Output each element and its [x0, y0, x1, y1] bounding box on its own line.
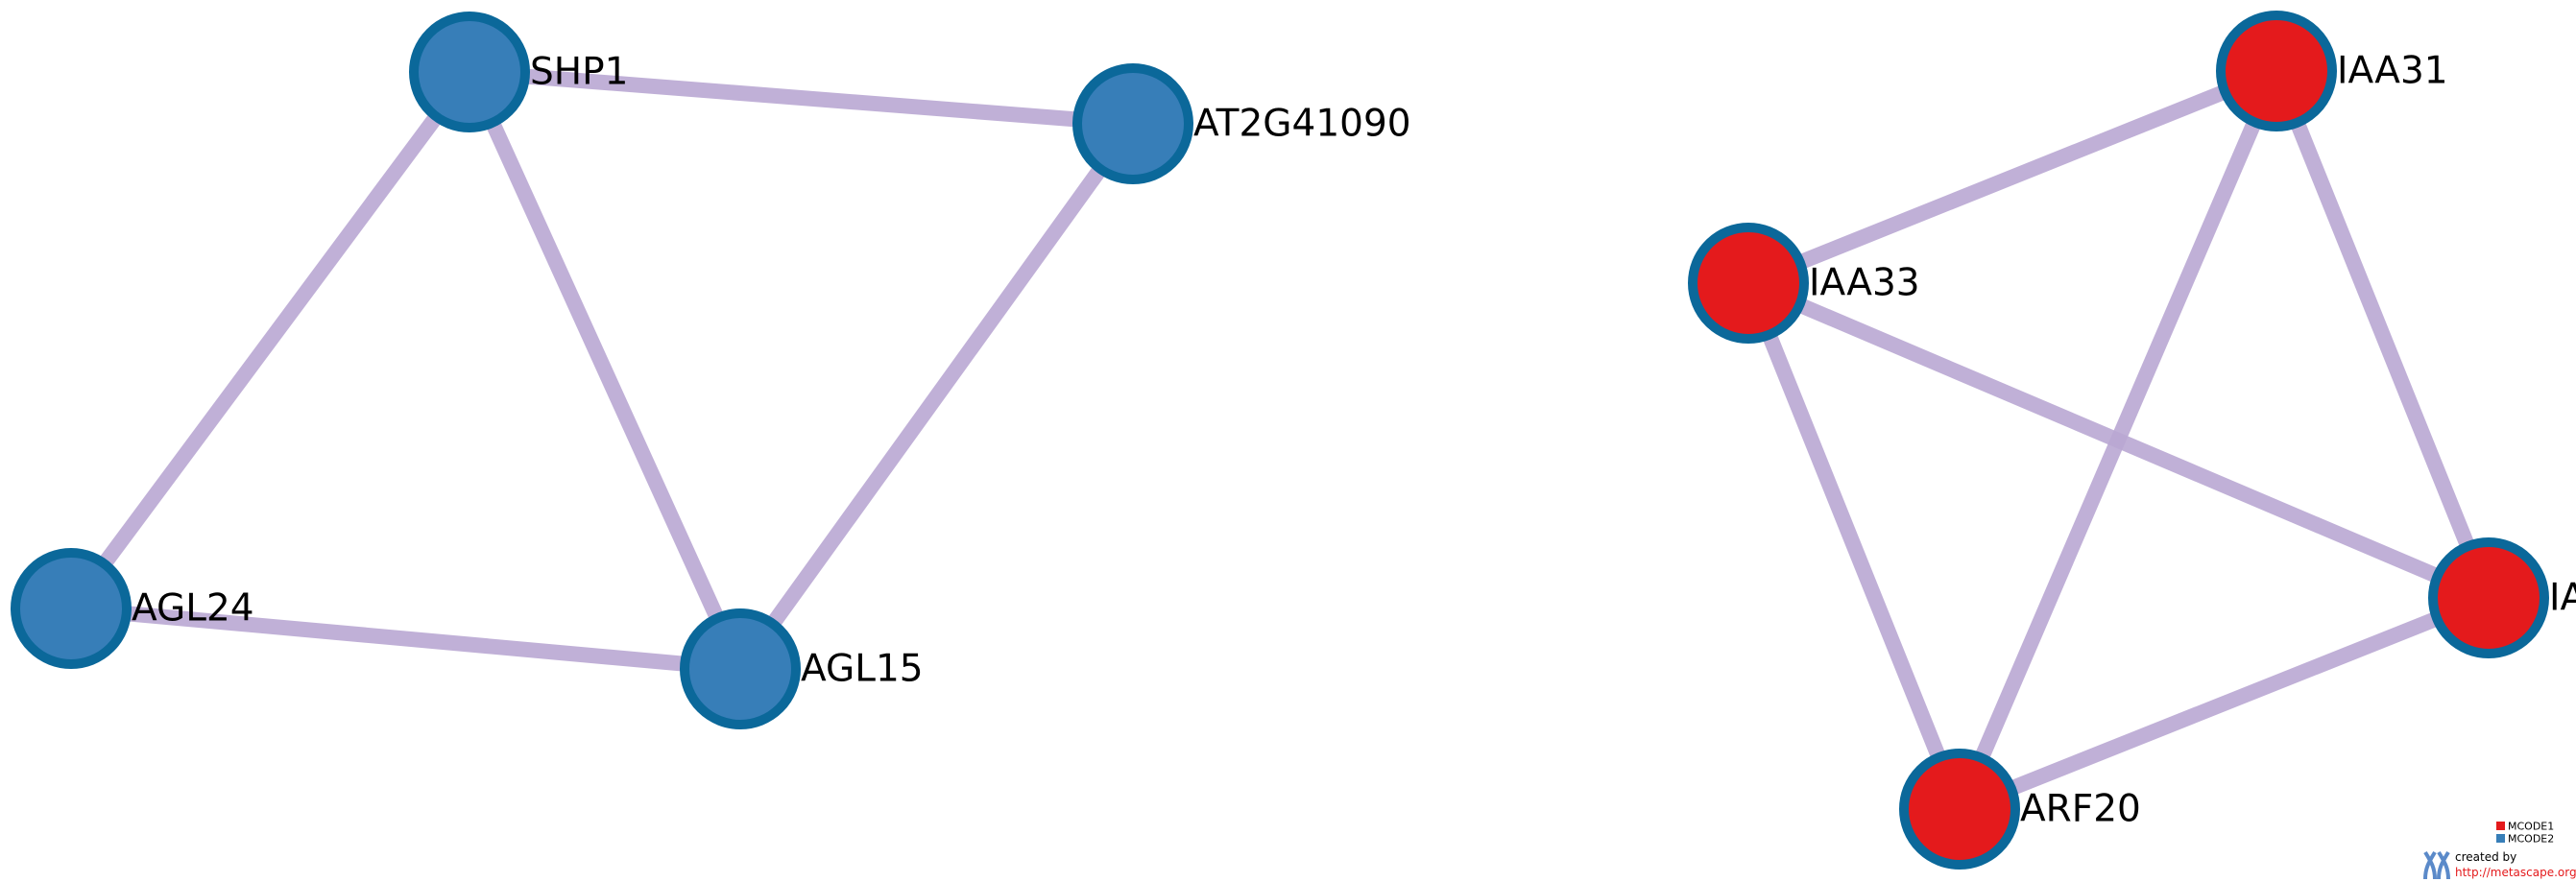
node-circle[interactable]: [1688, 223, 1809, 344]
node-agl15[interactable]: AGL15: [680, 608, 924, 729]
node-iaa33[interactable]: IAA33: [1688, 223, 1920, 344]
node-label: IAA31: [2337, 50, 2448, 93]
edge-agl24-agl15: [70, 601, 741, 677]
node-layer: SHP1 AT2G41090 AGL24 AGL15 IAA31 IAA33 IA ARF20: [11, 11, 2576, 870]
node-circle[interactable]: [409, 12, 530, 132]
legend: MCODE1 MCODE2: [2496, 821, 2554, 846]
legend-label-mcode1: MCODE1: [2508, 821, 2554, 833]
node-iaa31[interactable]: IAA31: [2216, 11, 2448, 131]
legend-swatch-mcode2: [2496, 834, 2505, 843]
node-label: IA: [2549, 577, 2576, 620]
node-at2g41090[interactable]: AT2G41090: [1072, 63, 1411, 184]
node-label: IAA33: [1809, 262, 1920, 305]
node-label: ARF20: [2020, 788, 2141, 831]
edge-iaa31-arf20: [1952, 67, 2284, 813]
node-shp1[interactable]: SHP1: [409, 12, 628, 132]
node-circle[interactable]: [2428, 537, 2549, 658]
node-label: AT2G41090: [1193, 103, 1411, 146]
metascape-logo-strand-b: [2423, 850, 2437, 880]
metascape-logo-strand-d: [2437, 850, 2450, 880]
credit-metascape-link[interactable]: http://metascape.org: [2455, 866, 2576, 879]
credit-created-by: created by: [2455, 850, 2516, 864]
metascape-logo-strand-c: [2437, 850, 2450, 880]
node-circle[interactable]: [1899, 749, 2020, 870]
metascape-credit: created by http://metascape.org: [2423, 850, 2576, 880]
node-agl24[interactable]: AGL24: [11, 548, 254, 669]
edge-ia_clipped-arf20: [1957, 590, 2492, 817]
node-label: AGL24: [132, 587, 254, 631]
node-circle[interactable]: [11, 548, 132, 669]
node-circle[interactable]: [2216, 11, 2337, 131]
edge-iaa33-iaa31: [1745, 63, 2279, 291]
metascape-logo-strand-a: [2423, 850, 2437, 880]
legend-swatch-mcode1: [2496, 822, 2505, 830]
metascape-logo-icon: [2423, 850, 2450, 880]
node-label: AGL15: [801, 648, 924, 691]
node-circle[interactable]: [1072, 63, 1193, 184]
node-ia[interactable]: IA: [2428, 537, 2576, 658]
edge-iaa33-arf20: [1741, 280, 1967, 812]
node-label: SHP1: [530, 51, 628, 94]
node-circle[interactable]: [680, 608, 801, 729]
legend-label-mcode2: MCODE2: [2508, 833, 2554, 846]
edge-shp1-agl24: [64, 67, 476, 613]
node-arf20[interactable]: ARF20: [1899, 749, 2141, 870]
edge-at2g41090-agl15: [734, 119, 1140, 674]
edge-iaa31-ia_clipped: [2269, 68, 2496, 601]
edge-shp1-agl15: [462, 68, 748, 673]
edge-shp1-at2g41090: [469, 64, 1134, 131]
edge-layer: [64, 63, 2496, 817]
